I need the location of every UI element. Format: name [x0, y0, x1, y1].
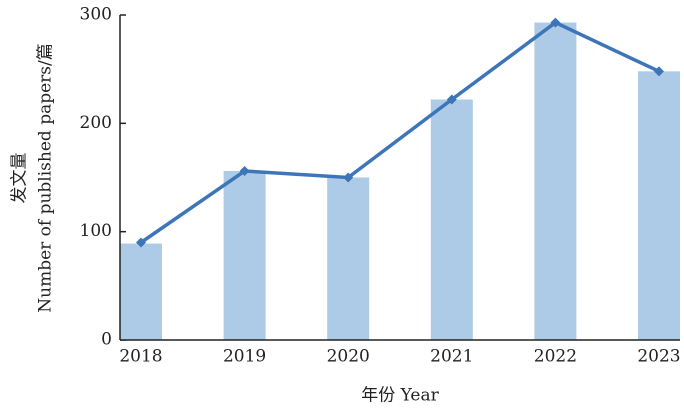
bar	[430, 99, 473, 340]
x-tick-label: 2019	[223, 347, 266, 367]
x-tick-label: 2021	[430, 347, 473, 367]
bar	[327, 177, 370, 340]
bar	[120, 243, 162, 340]
y-tick-label: 0	[101, 330, 112, 350]
line-marker	[446, 94, 457, 105]
x-tick-label: 2023	[637, 347, 680, 367]
bar	[638, 71, 680, 340]
bar	[223, 171, 266, 340]
y-tick-label: 100	[80, 221, 112, 241]
y-tick-label: 200	[80, 113, 112, 133]
x-tick-label: 2018	[119, 347, 162, 367]
line-marker	[550, 17, 561, 28]
y-tick-label: 300	[80, 5, 112, 25]
bar	[534, 22, 577, 340]
line-marker	[136, 237, 146, 248]
line	[140, 20, 660, 244]
y-axis-label-cn: 发文量	[10, 153, 30, 204]
y-axis-label: Number of published papers/篇	[36, 43, 56, 313]
line-marker	[239, 166, 250, 176]
x-tick-label: 2022	[534, 347, 577, 367]
line-marker	[654, 66, 664, 77]
x-axis-label: 年份 Year	[361, 386, 439, 406]
line-marker	[343, 172, 354, 183]
x-tick-label: 2020	[327, 347, 370, 367]
